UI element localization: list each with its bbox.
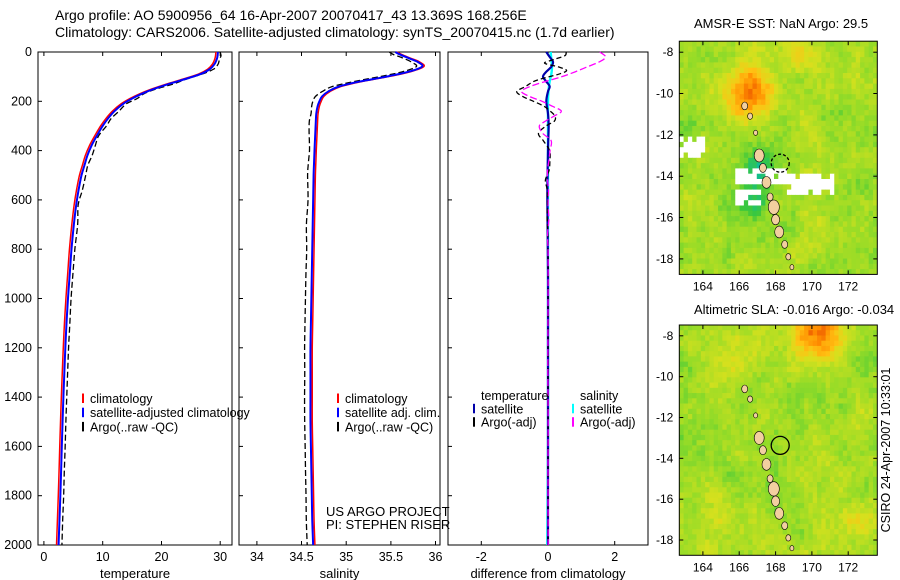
svg-text:36: 36 xyxy=(429,550,443,564)
svg-text:0: 0 xyxy=(25,45,32,59)
svg-text:climatology: climatology xyxy=(345,392,408,406)
svg-text:166: 166 xyxy=(729,279,749,293)
svg-text:-16: -16 xyxy=(656,211,674,225)
svg-text:1400: 1400 xyxy=(4,390,32,404)
svg-text:-18: -18 xyxy=(656,533,674,547)
svg-text:30: 30 xyxy=(213,550,227,564)
svg-text:0: 0 xyxy=(40,550,47,564)
svg-text:satellite-adjusted climatology: satellite-adjusted climatology xyxy=(90,406,251,420)
svg-text:164: 164 xyxy=(693,279,713,293)
svg-text:2000: 2000 xyxy=(4,538,32,552)
svg-text:1800: 1800 xyxy=(4,489,32,503)
svg-text:-12: -12 xyxy=(656,128,674,142)
svg-text:0: 0 xyxy=(545,550,552,564)
svg-text:AMSR-E SST: NaN Argo: 29.5: AMSR-E SST: NaN Argo: 29.5 xyxy=(694,16,868,31)
svg-text:166: 166 xyxy=(729,560,749,574)
svg-text:CSIRO 24-Apr-2007 10:33:01: CSIRO 24-Apr-2007 10:33:01 xyxy=(879,368,893,533)
svg-text:satellite: satellite xyxy=(481,402,523,416)
svg-text:2: 2 xyxy=(611,550,618,564)
svg-text:satellite: satellite xyxy=(580,402,622,416)
svg-text:-10: -10 xyxy=(656,370,674,384)
svg-text:temperature: temperature xyxy=(481,389,548,403)
svg-text:-14: -14 xyxy=(656,451,674,465)
svg-text:1200: 1200 xyxy=(4,341,32,355)
svg-text:-18: -18 xyxy=(656,252,674,266)
svg-text:difference from climatology: difference from climatology xyxy=(470,566,626,580)
svg-text:170: 170 xyxy=(802,560,822,574)
svg-text:Argo(..raw -QC): Argo(..raw -QC) xyxy=(90,420,178,434)
svg-text:-10: -10 xyxy=(656,87,674,101)
svg-text:-8: -8 xyxy=(663,45,674,59)
svg-text:200: 200 xyxy=(11,94,32,108)
svg-text:-2: -2 xyxy=(476,550,487,564)
svg-text:35.5: 35.5 xyxy=(379,550,403,564)
svg-text:climatology: climatology xyxy=(90,392,153,406)
svg-text:35: 35 xyxy=(339,550,353,564)
svg-text:Argo(..raw -QC): Argo(..raw -QC) xyxy=(345,420,433,434)
svg-text:salinity: salinity xyxy=(320,566,360,580)
svg-text:170: 170 xyxy=(802,279,822,293)
svg-text:20: 20 xyxy=(155,550,169,564)
svg-text:-14: -14 xyxy=(656,169,674,183)
svg-text:168: 168 xyxy=(766,279,786,293)
svg-text:172: 172 xyxy=(838,279,858,293)
svg-text:-12: -12 xyxy=(656,411,674,425)
svg-text:1000: 1000 xyxy=(4,292,32,306)
svg-text:-16: -16 xyxy=(656,492,674,506)
svg-text:Argo profile: AO 5900956_64 16: Argo profile: AO 5900956_64 16-Apr-2007 … xyxy=(55,7,527,23)
svg-text:34.5: 34.5 xyxy=(289,550,313,564)
svg-text:400: 400 xyxy=(11,144,32,158)
svg-text:Climatology: CARS2006. Satelli: Climatology: CARS2006. Satellite-adjuste… xyxy=(55,24,615,40)
svg-text:1600: 1600 xyxy=(4,439,32,453)
svg-text:34: 34 xyxy=(250,550,264,564)
svg-text:salinity: salinity xyxy=(580,389,619,403)
svg-text:800: 800 xyxy=(11,242,32,256)
svg-text:temperature: temperature xyxy=(100,566,170,580)
svg-text:satellite adj. clim.: satellite adj. clim. xyxy=(345,406,440,420)
svg-text:164: 164 xyxy=(693,560,713,574)
svg-text:172: 172 xyxy=(838,560,858,574)
svg-text:10: 10 xyxy=(96,550,110,564)
svg-text:600: 600 xyxy=(11,193,32,207)
svg-text:-8: -8 xyxy=(663,329,674,343)
svg-text:Argo(-adj): Argo(-adj) xyxy=(481,416,537,430)
svg-text:PI: STEPHEN RISER: PI: STEPHEN RISER xyxy=(326,517,450,532)
svg-text:Argo(-adj): Argo(-adj) xyxy=(580,416,636,430)
svg-text:168: 168 xyxy=(766,560,786,574)
svg-text:Altimetric SLA: -0.016 Argo: -: Altimetric SLA: -0.016 Argo: -0.034 xyxy=(694,302,894,317)
